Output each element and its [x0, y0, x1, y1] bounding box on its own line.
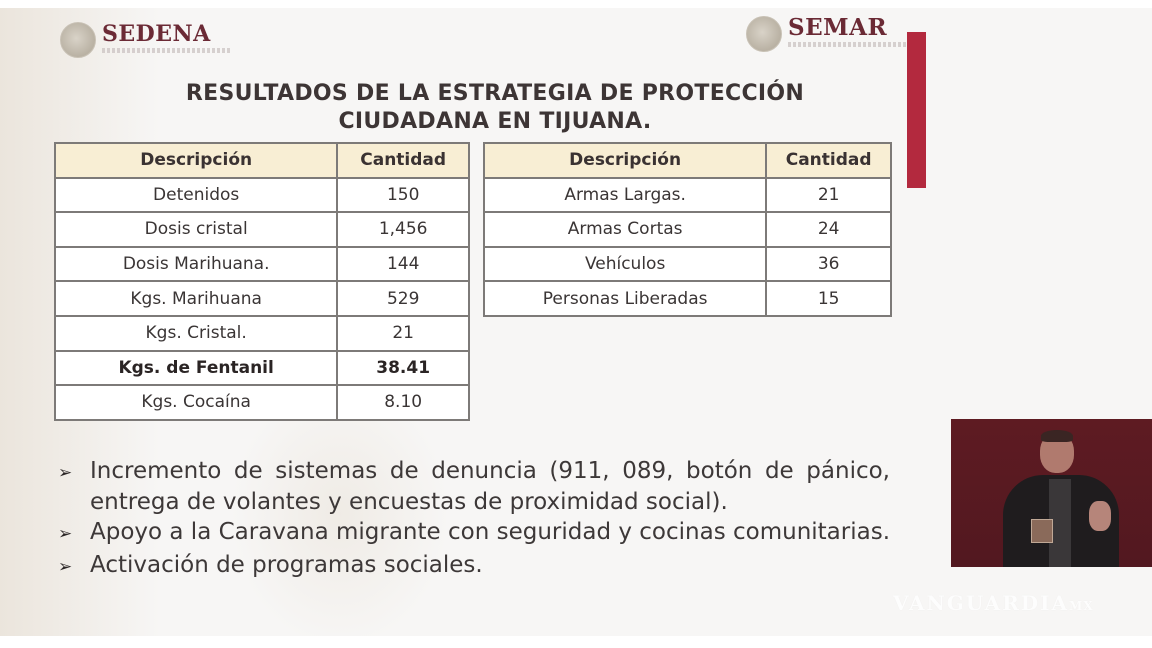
- table-header-row: Descripción Cantidad: [53, 142, 470, 179]
- national-seal-icon: [60, 22, 96, 58]
- table-row: Kgs. Marihuana 529: [53, 280, 470, 317]
- arrow-bullet-icon: ➢: [58, 463, 73, 483]
- list-item: ➢ Activación de programas sociales.: [58, 550, 890, 583]
- bullet-list: ➢ Incremento de sistemas de denuncia (91…: [58, 456, 890, 582]
- list-item-text: Incremento de sistemas de denuncia (911,…: [90, 458, 890, 515]
- bottom-border: [0, 636, 1152, 648]
- semar-logo-subtitle: [788, 42, 918, 47]
- column-header-quantity: Cantidad: [765, 142, 892, 179]
- row-quantity: 529: [336, 280, 470, 317]
- page-title: RESULTADOS DE LA ESTRATEGIA DE PROTECCIÓ…: [120, 80, 870, 136]
- row-quantity: 36: [765, 245, 892, 283]
- row-quantity: 21: [765, 176, 892, 214]
- semar-logo: SEMAR: [746, 16, 918, 52]
- row-description: Armas Cortas: [482, 211, 768, 248]
- table-row: Dosis cristal 1,456: [53, 211, 470, 248]
- row-description: Armas Largas.: [482, 176, 768, 214]
- title-line-2: CIUDADANA EN TIJUANA.: [338, 109, 652, 134]
- table-row: Dosis Marihuana. 144: [53, 245, 470, 283]
- interpreter-badge: [1031, 519, 1053, 543]
- row-description: Personas Liberadas: [482, 280, 768, 317]
- list-item: ➢ Apoyo a la Caravana migrante con segur…: [58, 517, 890, 550]
- results-table-left: Descripción Cantidad Detenidos 150 Dosis…: [53, 142, 470, 421]
- table-row: Kgs. Cocaína 8.10: [53, 384, 470, 421]
- row-quantity: 21: [336, 314, 470, 352]
- column-header-quantity: Cantidad: [336, 142, 470, 179]
- title-line-1: RESULTADOS DE LA ESTRATEGIA DE PROTECCIÓ…: [185, 81, 805, 106]
- table-row: Kgs. Cristal. 21: [53, 314, 470, 352]
- column-header-description: Descripción: [482, 142, 768, 179]
- list-item-text: Activación de programas sociales.: [90, 551, 483, 578]
- row-quantity: 144: [336, 245, 470, 283]
- column-header-description: Descripción: [53, 142, 339, 179]
- row-description: Dosis cristal: [53, 211, 339, 248]
- row-quantity: 1,456: [336, 211, 470, 248]
- row-description: Kgs. Marihuana: [53, 280, 339, 317]
- table-header-row: Descripción Cantidad: [482, 142, 892, 179]
- row-quantity: 24: [765, 211, 892, 248]
- watermark-suffix: MX: [1069, 599, 1094, 613]
- top-border: [0, 0, 1152, 8]
- accent-bar: [907, 32, 926, 188]
- sedena-logo-subtitle: [102, 48, 232, 53]
- table-row: Personas Liberadas 15: [482, 280, 892, 317]
- table-row: Armas Largas. 21: [482, 176, 892, 214]
- row-quantity: 38.41: [336, 349, 470, 387]
- row-description: Kgs. Cocaína: [53, 384, 339, 421]
- row-description: Vehículos: [482, 245, 768, 283]
- arrow-bullet-icon: ➢: [58, 524, 73, 544]
- semar-logo-text: SEMAR: [788, 14, 888, 41]
- sedena-logo: SEDENA: [60, 22, 232, 58]
- watermark-text: VANGUARDIA: [893, 591, 1070, 615]
- sign-language-interpreter-video: [951, 419, 1152, 567]
- row-description: Kgs. Cristal.: [53, 314, 339, 352]
- interpreter-shirt: [1049, 479, 1071, 567]
- table-row: Detenidos 150: [53, 176, 470, 214]
- interpreter-hand: [1089, 501, 1111, 531]
- row-description: Detenidos: [53, 176, 339, 214]
- row-quantity: 15: [765, 280, 892, 317]
- list-item-text: Apoyo a la Caravana migrante con segurid…: [90, 519, 891, 545]
- background-pattern: [230, 380, 450, 648]
- list-item: ➢ Incremento de sistemas de denuncia (91…: [58, 456, 890, 517]
- watermark: VANGUARDIAMX: [893, 591, 1133, 615]
- row-description: Kgs. de Fentanil: [53, 349, 339, 387]
- table-row-highlighted: Kgs. de Fentanil 38.41: [53, 349, 470, 387]
- table-row: Armas Cortas 24: [482, 211, 892, 248]
- interpreter-hair: [1041, 430, 1073, 442]
- row-quantity: 8.10: [336, 384, 470, 421]
- table-row: Vehículos 36: [482, 245, 892, 283]
- row-description: Dosis Marihuana.: [53, 245, 339, 283]
- results-table-right: Descripción Cantidad Armas Largas. 21 Ar…: [482, 142, 892, 317]
- sedena-logo-text: SEDENA: [102, 21, 211, 47]
- national-seal-icon: [746, 16, 782, 52]
- row-quantity: 150: [336, 176, 470, 214]
- arrow-bullet-icon: ➢: [58, 556, 73, 577]
